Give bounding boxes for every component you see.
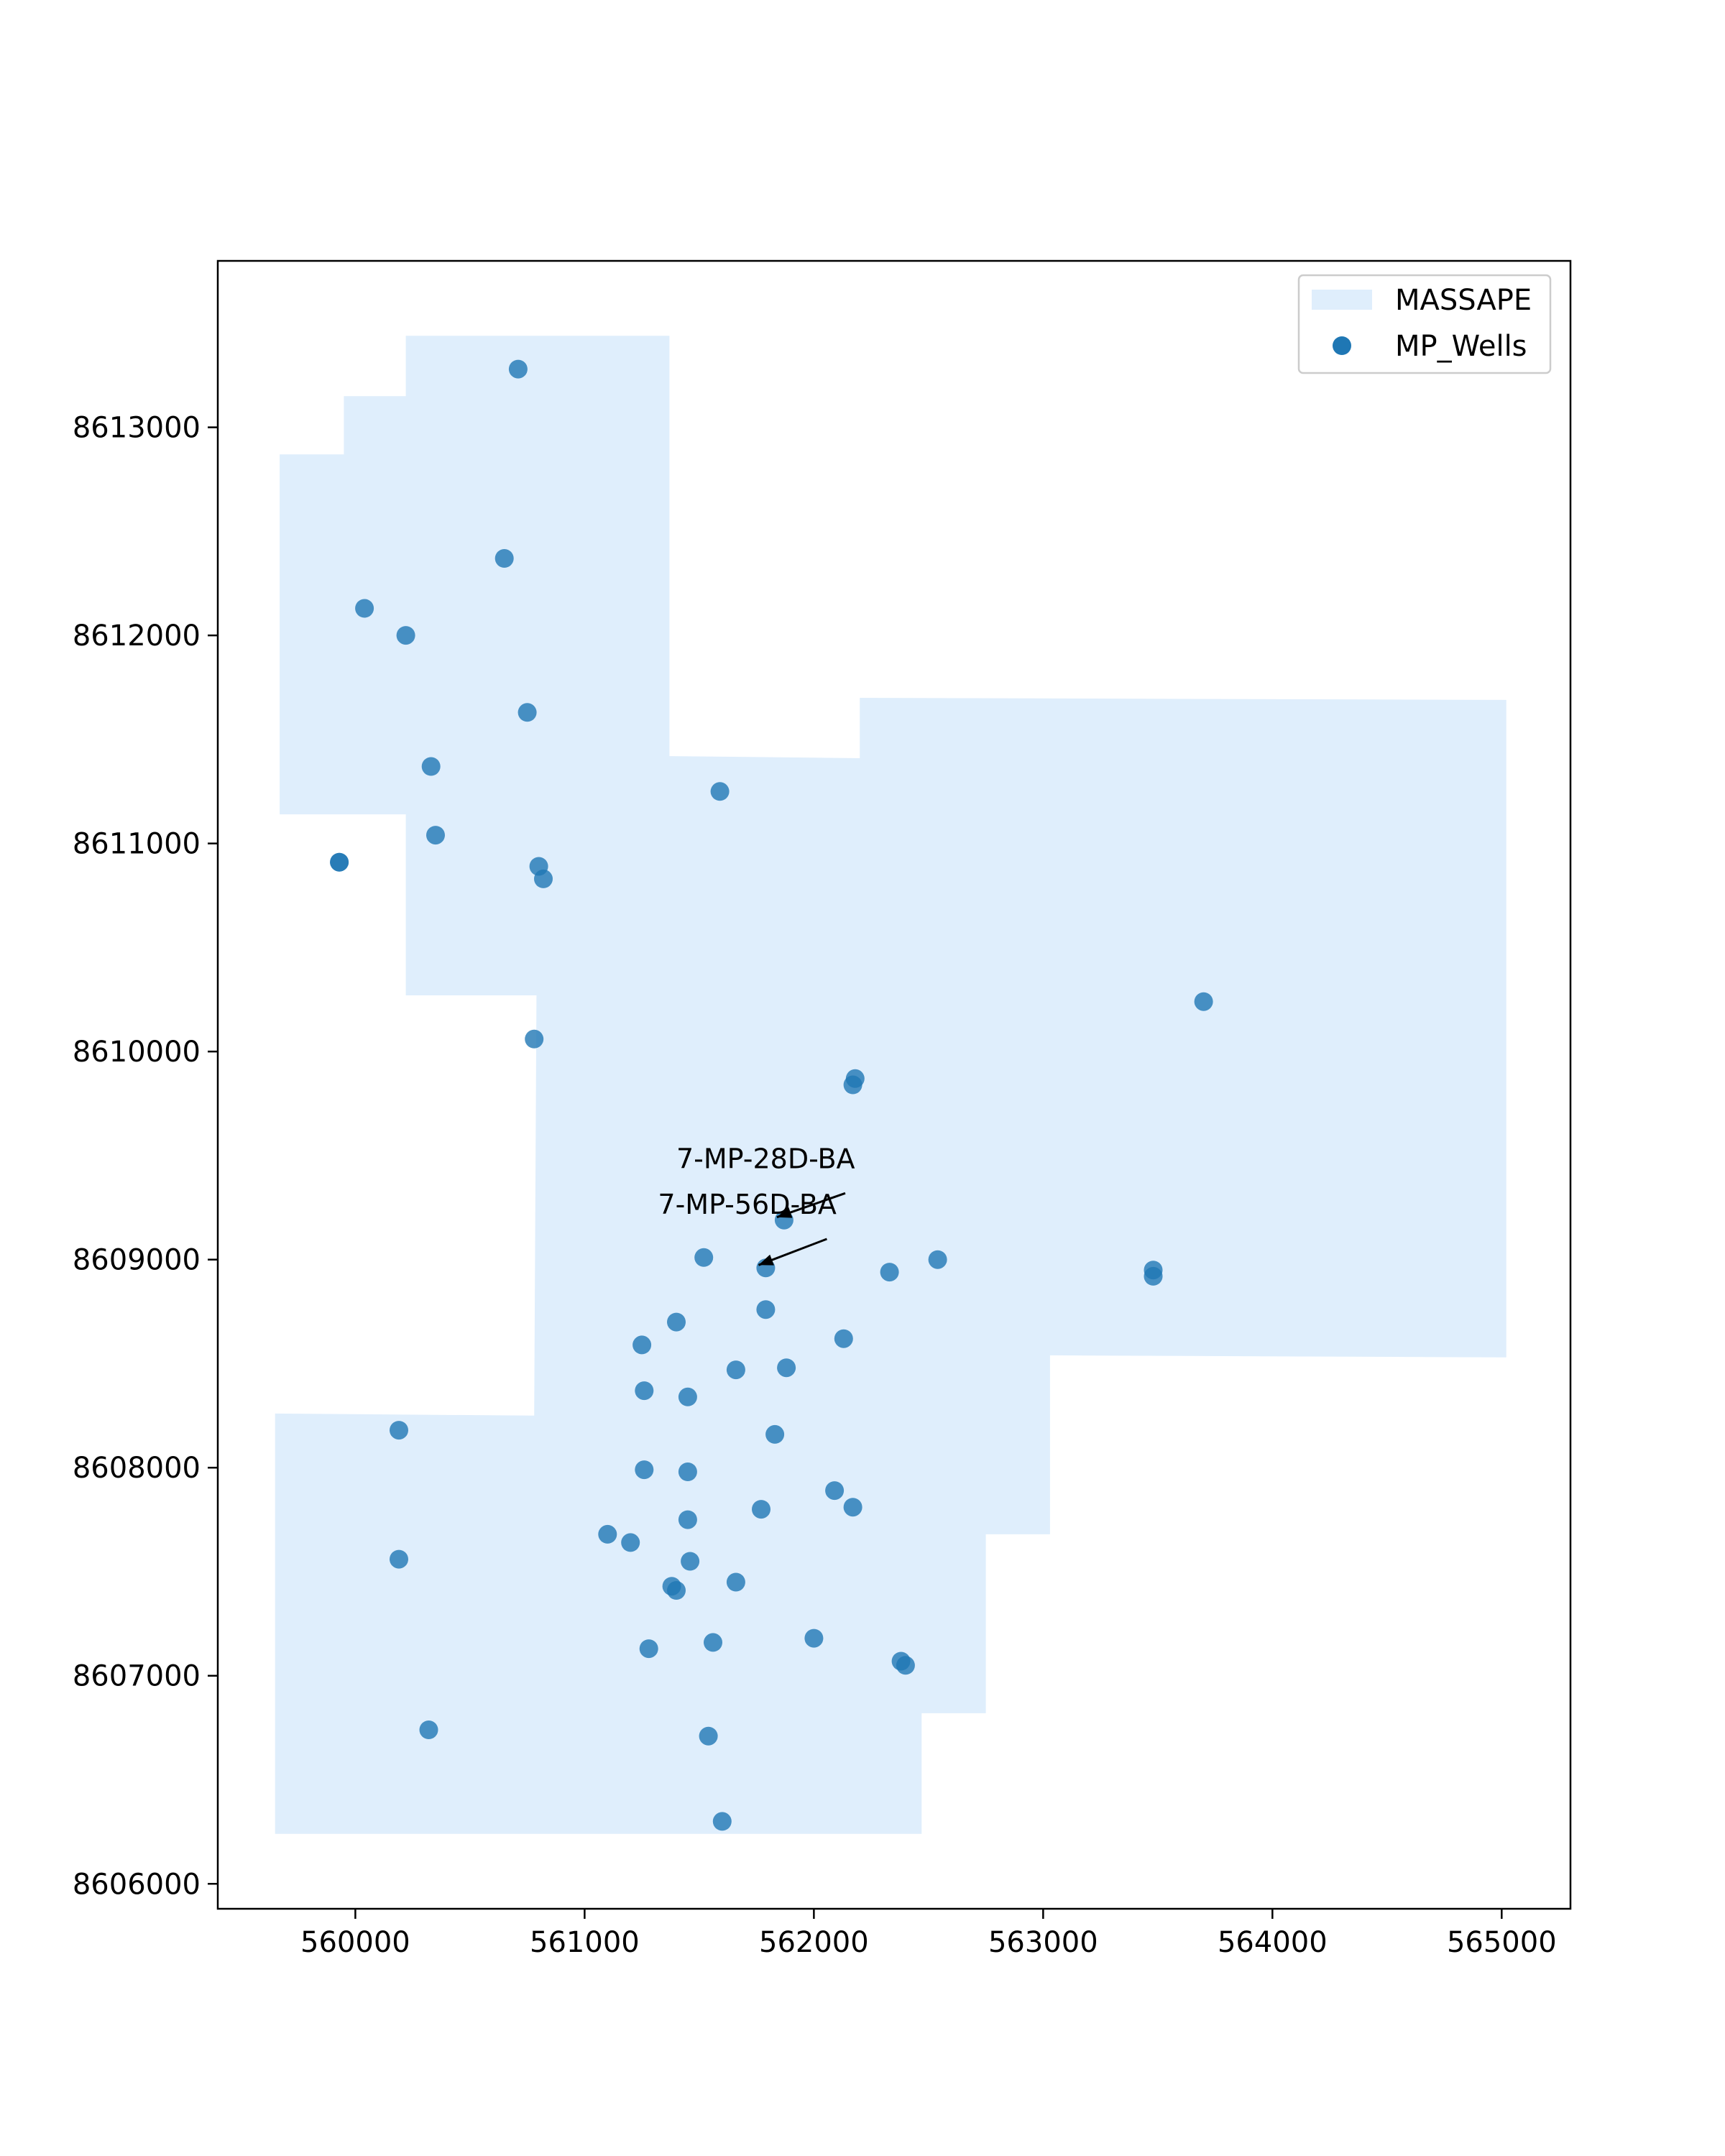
well-point[interactable] — [518, 703, 537, 722]
well-point[interactable] — [330, 852, 349, 872]
well-point[interactable] — [494, 549, 514, 568]
well-point[interactable] — [777, 1358, 796, 1378]
annotation-label: 7-MP-28D-BA — [676, 1143, 855, 1174]
y-tick-label: 8608000 — [73, 1452, 201, 1485]
x-tick-label: 565000 — [1447, 1926, 1557, 1959]
well-point[interactable] — [756, 1300, 776, 1319]
well-point[interactable] — [667, 1581, 686, 1600]
y-tick-label: 8607000 — [73, 1660, 201, 1693]
well-point[interactable] — [1194, 992, 1213, 1011]
well-point[interactable] — [426, 826, 445, 845]
massape-polygon-layer — [275, 336, 1506, 1834]
well-point[interactable] — [678, 1510, 697, 1529]
annotation-label: 7-MP-56D-BA — [658, 1189, 837, 1220]
y-tick-label: 8606000 — [73, 1868, 201, 1901]
well-point[interactable] — [355, 599, 374, 618]
annotation-layer: 7-MP-28D-BA 7-MP-56D-BA — [658, 1143, 855, 1266]
well-point[interactable] — [390, 1421, 408, 1440]
well-annotation: 7-MP-28D-BA — [676, 1143, 855, 1219]
well-point[interactable] — [508, 359, 528, 379]
legend-item-massape[interactable]: MASSAPE — [1312, 284, 1532, 317]
well-point[interactable] — [678, 1462, 697, 1481]
massape-polygon — [275, 336, 1506, 1834]
well-point[interactable] — [843, 1498, 862, 1517]
y-tick-label: 8611000 — [73, 828, 201, 861]
well-point[interactable] — [834, 1329, 853, 1348]
well-point[interactable] — [880, 1263, 899, 1282]
well-point[interactable] — [534, 869, 553, 888]
x-tick-label: 560000 — [300, 1926, 410, 1959]
legend-item-mp-wells[interactable]: MP_Wells — [1333, 330, 1527, 363]
annotation-arrowhead — [776, 1207, 793, 1218]
well-point[interactable] — [704, 1633, 722, 1652]
well-point[interactable] — [726, 1572, 745, 1592]
well-point[interactable] — [804, 1628, 824, 1648]
x-tick-label: 563000 — [988, 1926, 1098, 1959]
legend-patch — [1312, 290, 1372, 310]
well-point[interactable] — [678, 1387, 697, 1406]
legend-label: MASSAPE — [1395, 284, 1532, 317]
well-point[interactable] — [635, 1460, 654, 1480]
x-tick-label: 561000 — [530, 1926, 640, 1959]
well-point[interactable] — [421, 757, 441, 776]
y-tick-label: 8613000 — [73, 412, 201, 445]
x-tick-label: 562000 — [759, 1926, 869, 1959]
well-point[interactable] — [390, 1549, 408, 1569]
y-tick-label: 8612000 — [73, 619, 201, 653]
well-point[interactable] — [843, 1075, 862, 1095]
y-tick-label: 8609000 — [73, 1244, 201, 1277]
legend-marker — [1333, 336, 1351, 355]
well-point[interactable] — [396, 626, 415, 645]
well-point[interactable] — [635, 1381, 654, 1401]
well-point[interactable] — [1144, 1266, 1163, 1286]
well-point[interactable] — [928, 1250, 947, 1269]
well-point[interactable] — [752, 1500, 770, 1519]
well-point[interactable] — [726, 1360, 745, 1380]
well-point[interactable] — [419, 1720, 438, 1739]
well-annotation: 7-MP-56D-BA — [658, 1189, 837, 1266]
well-point[interactable] — [896, 1656, 915, 1675]
well-point[interactable] — [681, 1552, 700, 1571]
well-point[interactable] — [621, 1533, 640, 1552]
well-point[interactable] — [825, 1481, 845, 1501]
well-point[interactable] — [639, 1639, 658, 1659]
well-point[interactable] — [712, 1812, 732, 1831]
legend[interactable]: MASSAPE MP_Wells — [1297, 274, 1552, 374]
plot-frame — [216, 259, 1572, 1910]
well-point[interactable] — [667, 1312, 686, 1332]
annotation-arrowhead — [758, 1254, 774, 1266]
well-point[interactable] — [632, 1335, 652, 1355]
x-axis: 560000 561000 562000 563000 564000 565000 — [300, 1909, 1557, 1959]
mp-wells-points-layer — [330, 359, 1213, 1831]
well-point[interactable] — [598, 1524, 617, 1544]
well-point[interactable] — [710, 782, 730, 801]
y-axis: 8606000 8607000 8608000 8609000 8610000 86110… — [73, 412, 218, 1901]
well-point[interactable] — [694, 1248, 714, 1267]
y-tick-label: 8610000 — [73, 1036, 201, 1069]
well-point[interactable] — [699, 1726, 718, 1746]
well-point[interactable] — [765, 1424, 785, 1444]
well-point[interactable] — [525, 1029, 544, 1049]
x-tick-label: 564000 — [1218, 1926, 1328, 1959]
legend-label: MP_Wells — [1395, 330, 1527, 363]
